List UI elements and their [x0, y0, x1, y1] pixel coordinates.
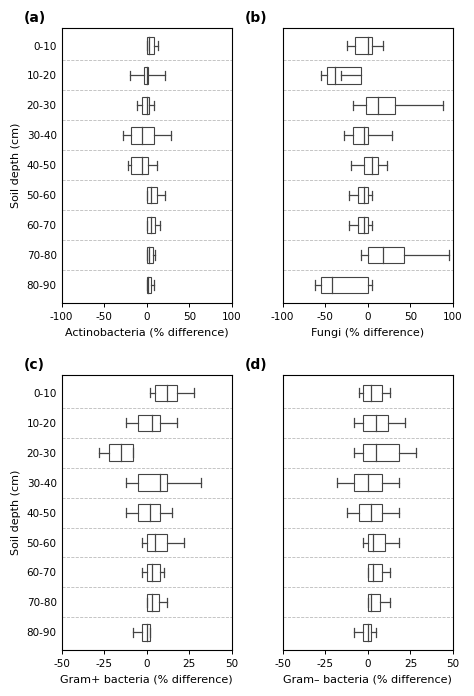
FancyBboxPatch shape — [147, 247, 153, 263]
FancyBboxPatch shape — [144, 68, 148, 84]
FancyBboxPatch shape — [368, 247, 404, 263]
FancyBboxPatch shape — [366, 97, 395, 113]
FancyBboxPatch shape — [363, 624, 371, 640]
FancyBboxPatch shape — [358, 187, 368, 203]
Y-axis label: Soil depth (cm): Soil depth (cm) — [11, 122, 21, 208]
FancyBboxPatch shape — [143, 97, 149, 113]
FancyBboxPatch shape — [368, 594, 380, 610]
FancyBboxPatch shape — [363, 415, 388, 431]
Text: (d): (d) — [245, 358, 268, 372]
FancyBboxPatch shape — [155, 385, 177, 401]
FancyBboxPatch shape — [142, 624, 150, 640]
FancyBboxPatch shape — [147, 277, 151, 293]
FancyBboxPatch shape — [321, 277, 368, 293]
Text: (a): (a) — [24, 11, 46, 25]
FancyBboxPatch shape — [147, 564, 160, 580]
FancyBboxPatch shape — [368, 535, 385, 551]
FancyBboxPatch shape — [368, 564, 382, 580]
FancyBboxPatch shape — [327, 68, 361, 84]
X-axis label: Fungi (% difference): Fungi (% difference) — [311, 328, 424, 338]
FancyBboxPatch shape — [354, 475, 382, 491]
Text: (b): (b) — [245, 11, 268, 25]
FancyBboxPatch shape — [138, 505, 160, 521]
FancyBboxPatch shape — [359, 505, 382, 521]
FancyBboxPatch shape — [147, 535, 167, 551]
FancyBboxPatch shape — [131, 127, 154, 143]
FancyBboxPatch shape — [147, 187, 157, 203]
FancyBboxPatch shape — [353, 127, 368, 143]
FancyBboxPatch shape — [147, 38, 154, 54]
Text: (c): (c) — [24, 358, 45, 372]
FancyBboxPatch shape — [363, 445, 399, 461]
FancyBboxPatch shape — [364, 157, 378, 173]
FancyBboxPatch shape — [363, 385, 382, 401]
FancyBboxPatch shape — [109, 445, 133, 461]
FancyBboxPatch shape — [138, 475, 167, 491]
X-axis label: Gram– bacteria (% difference): Gram– bacteria (% difference) — [283, 675, 452, 685]
X-axis label: Gram+ bacteria (% difference): Gram+ bacteria (% difference) — [60, 675, 233, 685]
FancyBboxPatch shape — [358, 217, 368, 233]
FancyBboxPatch shape — [355, 38, 372, 54]
X-axis label: Actinobacteria (% difference): Actinobacteria (% difference) — [65, 328, 228, 338]
Y-axis label: Soil depth (cm): Soil depth (cm) — [11, 470, 21, 555]
FancyBboxPatch shape — [147, 594, 159, 610]
FancyBboxPatch shape — [138, 415, 160, 431]
FancyBboxPatch shape — [147, 217, 155, 233]
FancyBboxPatch shape — [131, 157, 148, 173]
